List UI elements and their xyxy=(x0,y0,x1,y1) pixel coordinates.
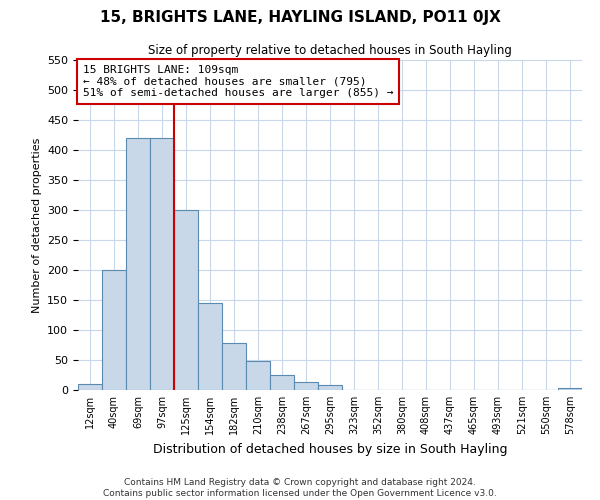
Bar xyxy=(102,270,126,390)
Title: Size of property relative to detached houses in South Hayling: Size of property relative to detached ho… xyxy=(148,44,512,58)
Bar xyxy=(246,361,270,390)
Bar xyxy=(78,384,102,390)
Bar xyxy=(150,138,174,390)
Bar xyxy=(174,210,198,390)
Bar xyxy=(222,343,246,390)
Bar xyxy=(270,375,294,390)
Bar xyxy=(294,382,318,390)
Bar xyxy=(198,303,222,390)
Text: 15 BRIGHTS LANE: 109sqm
← 48% of detached houses are smaller (795)
51% of semi-d: 15 BRIGHTS LANE: 109sqm ← 48% of detache… xyxy=(83,65,394,98)
Y-axis label: Number of detached properties: Number of detached properties xyxy=(32,138,41,312)
Bar xyxy=(558,388,582,390)
X-axis label: Distribution of detached houses by size in South Hayling: Distribution of detached houses by size … xyxy=(153,442,507,456)
Bar xyxy=(126,138,150,390)
Text: Contains HM Land Registry data © Crown copyright and database right 2024.
Contai: Contains HM Land Registry data © Crown c… xyxy=(103,478,497,498)
Bar xyxy=(318,385,342,390)
Text: 15, BRIGHTS LANE, HAYLING ISLAND, PO11 0JX: 15, BRIGHTS LANE, HAYLING ISLAND, PO11 0… xyxy=(100,10,500,25)
